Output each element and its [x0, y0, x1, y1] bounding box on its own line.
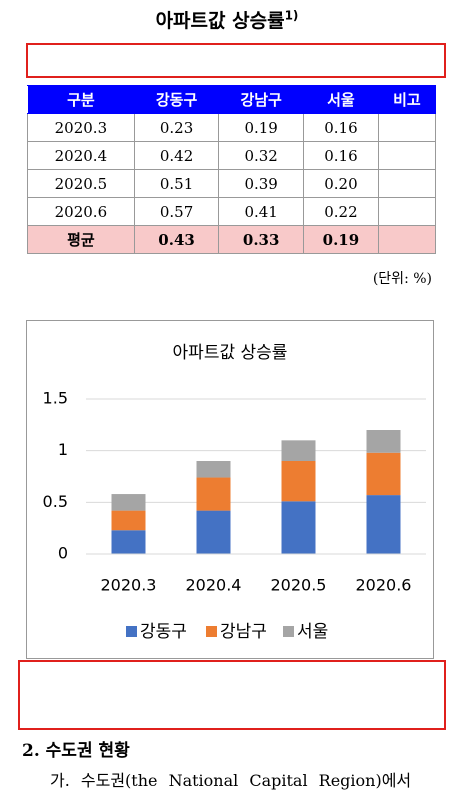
table-cell: 0.57 [133, 197, 220, 226]
table-cell: 0.41 [218, 197, 304, 226]
x-tick-label: 2020.3 [101, 576, 157, 595]
y-tick-label: 0 [58, 544, 68, 563]
bar-segment [281, 440, 316, 461]
table-cell: 2020.6 [27, 197, 135, 226]
table-cell: 0.20 [302, 169, 379, 198]
header-cell: 서울 [302, 85, 379, 114]
table-row: 2020.5 0.51 0.39 0.20 [27, 169, 437, 198]
legend-label: 강남구 [220, 622, 267, 642]
footnote-ref: 1) [284, 8, 299, 23]
legend-label: 서울 [297, 622, 328, 642]
x-tick-label: 2020.4 [186, 576, 242, 595]
table-row: 2020.3 0.23 0.19 0.16 [27, 113, 437, 142]
y-tick-label: 1 [58, 440, 68, 459]
table-cell: 0.19 [218, 113, 304, 142]
highlight-box [26, 43, 446, 78]
x-tick-label: 2020.6 [356, 576, 412, 595]
table-cell: 0.43 [133, 225, 220, 254]
table-cell: 0.19 [302, 225, 379, 254]
header-row: 구분 강동구 강남구 서울 비고 [27, 85, 437, 114]
table-cell: 2020.3 [27, 113, 135, 142]
x-tick-label: 2020.5 [271, 576, 327, 595]
chart: 아파트값 상승률 0 0.5 1 1.5 2020.3 2020.4 2020.5 2020.… [26, 320, 434, 659]
header-cell: 구분 [27, 85, 135, 114]
chart-title: 아파트값 상승률 [173, 343, 288, 363]
table-cell [377, 113, 437, 142]
table-row: 2020.6 0.57 0.41 0.22 [27, 197, 437, 226]
table-cell: 2020.5 [27, 169, 135, 198]
bar-segment [366, 495, 401, 554]
legend-swatch [126, 626, 137, 637]
title-text: 아파트값 상승률 [155, 10, 285, 32]
table-cell [377, 141, 437, 170]
header-cell: 비고 [377, 85, 437, 114]
paragraph: 가. 수도권(the National Capital Region)에서 [50, 771, 412, 790]
header-cell: 강남구 [218, 85, 304, 114]
table-row: 평균 0.43 0.33 0.19 [27, 225, 437, 254]
table-cell: 0.42 [133, 141, 220, 170]
table-cell [377, 225, 437, 254]
legend-swatch [283, 626, 294, 637]
bar-segment [111, 494, 146, 511]
bar-segment [196, 477, 231, 511]
y-tick-label: 0.5 [43, 492, 68, 511]
table-cell: 2020.4 [27, 141, 135, 170]
section-heading: 2. 수도권 현황 [22, 741, 130, 761]
legend-swatch [206, 626, 217, 637]
doc-title: 아파트값 상승률1) [0, 6, 454, 33]
highlight-box [18, 660, 446, 730]
bar-segment [281, 501, 316, 554]
bar-segment [366, 430, 401, 453]
bar-segment [111, 530, 146, 554]
data-table: 구분 강동구 강남구 서울 비고 2020.3 0.23 0.19 0.16 2020.4 0.42… [27, 85, 437, 254]
table-cell: 평균 [27, 225, 135, 254]
bar-segment [111, 510, 146, 531]
bar-segment [366, 452, 401, 496]
table-row: 2020.4 0.42 0.32 0.16 [27, 141, 437, 170]
table-cell: 0.22 [302, 197, 379, 226]
y-tick-label: 1.5 [43, 389, 68, 408]
header-cell: 강동구 [133, 85, 220, 114]
bar-segment [281, 461, 316, 502]
table-cell: 0.16 [302, 141, 379, 170]
table-cell: 0.23 [133, 113, 220, 142]
table-cell [377, 169, 437, 198]
unit-note: (단위: %) [372, 271, 432, 287]
table-cell: 0.33 [218, 225, 304, 254]
table-cell: 0.32 [218, 141, 304, 170]
table-cell: 0.16 [302, 113, 379, 142]
bar-segment [196, 461, 231, 478]
bar-segment [196, 510, 231, 554]
table-cell: 0.51 [133, 169, 220, 198]
legend-label: 강동구 [140, 622, 187, 642]
table-cell [377, 197, 437, 226]
table-cell: 0.39 [218, 169, 304, 198]
